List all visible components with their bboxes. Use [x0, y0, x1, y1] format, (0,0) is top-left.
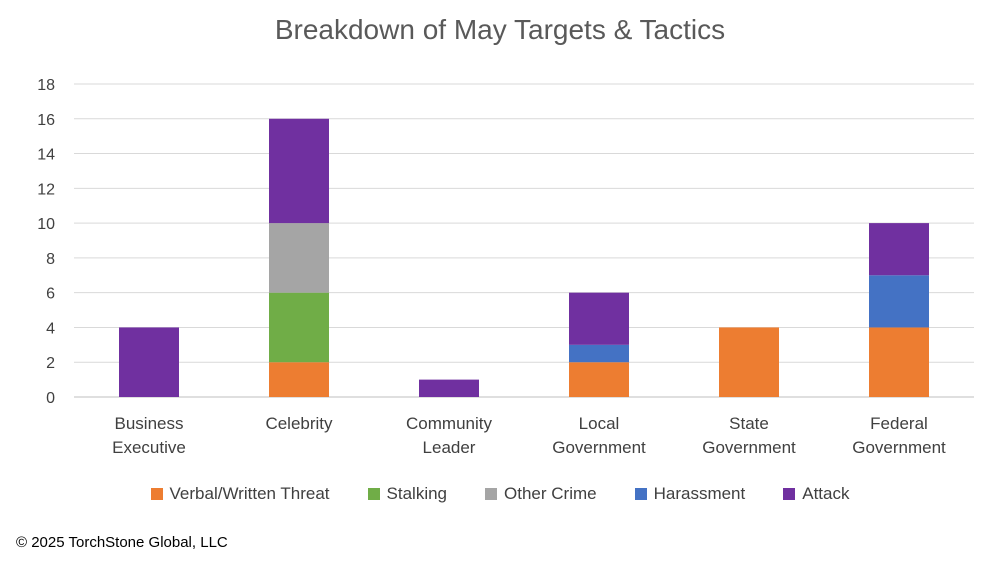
- legend-label: Verbal/Written Threat: [169, 484, 330, 503]
- y-tick-label: 4: [46, 320, 55, 337]
- legend-label: Harassment: [653, 484, 746, 503]
- legend-item: Verbal/Written Threat: [150, 484, 330, 504]
- bar-segment: [569, 292, 629, 345]
- legend-swatch: [367, 488, 380, 500]
- bar-segment: [269, 118, 329, 224]
- x-category-label: Local: [579, 414, 620, 433]
- bar-segment: [869, 327, 929, 397]
- bars: [119, 118, 929, 397]
- bar-segment: [719, 327, 779, 397]
- bar-segment: [569, 362, 629, 397]
- y-axis-ticks: 0 2 4 6 8 10 12 14 16 18: [37, 77, 55, 407]
- x-category-label: Executive: [112, 438, 186, 457]
- bar-segment: [869, 223, 929, 276]
- bar-segment: [269, 362, 329, 397]
- x-category-label: Celebrity: [265, 414, 333, 433]
- legend-label: Attack: [802, 484, 850, 503]
- legend-item: Stalking: [367, 484, 448, 504]
- bar-segment: [269, 223, 329, 293]
- bar-segment: [869, 275, 929, 328]
- legend-label: Stalking: [386, 484, 448, 503]
- y-tick-label: 0: [46, 390, 55, 407]
- y-tick-label: 16: [37, 112, 55, 129]
- legend-item: Harassment: [634, 484, 746, 504]
- y-tick-label: 18: [37, 77, 55, 94]
- chart-title: Breakdown of May Targets & Tactics: [274, 14, 726, 45]
- x-category-label: Community: [406, 414, 492, 433]
- legend: Verbal/Written Threat Stalking Other Crime…: [0, 484, 1000, 504]
- x-category-label: Government: [702, 438, 796, 457]
- legend-label: Other Crime: [504, 484, 597, 503]
- x-category-label: Business: [115, 414, 184, 433]
- legend-swatch: [150, 488, 163, 500]
- legend-item: Attack: [783, 484, 849, 504]
- y-tick-label: 6: [46, 286, 55, 303]
- x-category-label: State: [729, 414, 769, 433]
- x-category-label: Federal: [870, 414, 928, 433]
- legend-swatch: [485, 488, 498, 500]
- y-tick-label: 2: [46, 355, 55, 372]
- x-axis-categories: Business Executive Celebrity Community Leade…: [112, 414, 946, 457]
- y-tick-label: 8: [46, 251, 55, 268]
- y-tick-label: 10: [37, 216, 55, 233]
- x-category-label: Leader: [423, 438, 476, 457]
- bar-segment: [269, 292, 329, 363]
- bar-segment: [569, 344, 629, 363]
- x-category-label: Government: [552, 438, 646, 457]
- x-category-label: Government: [852, 438, 946, 457]
- bar-segment: [119, 327, 179, 397]
- bar-segment: [419, 379, 479, 397]
- copyright-notice: © 2025 TorchStone Global, LLC: [16, 534, 228, 551]
- y-tick-label: 14: [37, 147, 55, 164]
- legend-item: Other Crime: [485, 484, 597, 504]
- legend-swatch: [634, 488, 647, 500]
- y-tick-label: 12: [37, 181, 55, 198]
- legend-swatch: [783, 488, 796, 500]
- gridlines: [74, 83, 974, 398]
